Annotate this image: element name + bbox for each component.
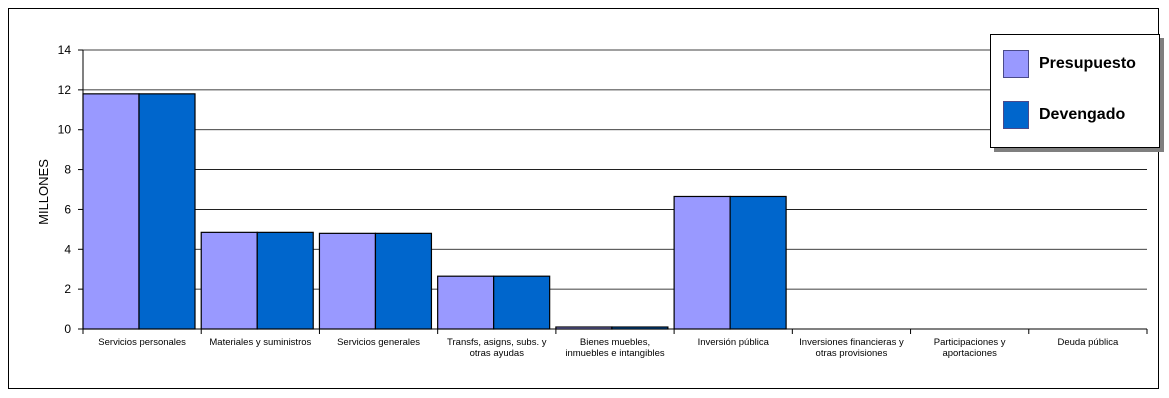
bar-devengado-3: [493, 275, 551, 330]
chart-frame: [8, 8, 1159, 389]
x-tick-labels: Servicios personales Materiales y suminis…: [98, 337, 1119, 359]
y-tick-labels: 0 2 4 6 8 10 12 14: [58, 43, 72, 336]
bar-devengado-2: [374, 232, 433, 330]
y-tick-label: 0: [64, 322, 71, 336]
y-tick-label: 2: [64, 282, 71, 296]
legend-label-presupuesto: Presupuesto: [1039, 55, 1136, 72]
x-tick-label: Inversión pública: [698, 337, 770, 348]
y-tick-label: 14: [58, 43, 72, 57]
y-tick-label: 12: [58, 83, 72, 97]
x-tick-label: Materiales y suministros: [209, 337, 311, 348]
axes: [78, 49, 1148, 334]
x-tick-label: Bienes muebles, inmuebles e intangibles: [565, 337, 665, 359]
y-tick-label: 4: [64, 242, 71, 256]
y-axis-label: MILLONES: [36, 159, 51, 225]
legend-item-devengado: Devengado: [1003, 100, 1125, 130]
bar-devengado-0: [138, 93, 196, 330]
bars: [82, 93, 787, 330]
bar-devengado-1: [256, 231, 314, 330]
y-tick-label: 10: [58, 123, 72, 137]
x-tick-label: Participaciones y aportaciones: [934, 337, 1006, 359]
legend-label-devengado: Devengado: [1039, 106, 1126, 123]
x-tick-label: Servicios personales: [98, 337, 186, 348]
x-tick-label: Servicios generales: [337, 337, 420, 348]
x-tick-label: Transfs, asigns, subs. y otras ayudas: [447, 337, 547, 359]
legend-swatch-presupuesto: [1003, 50, 1029, 78]
bar-presupuesto-2: [318, 232, 377, 330]
x-tick-label: Inversiones financieras y otras provision…: [799, 337, 904, 359]
bar-presupuesto-5: [673, 195, 731, 330]
y-tick-label: 6: [64, 202, 71, 216]
bar-devengado-5: [729, 195, 787, 330]
bar-presupuesto-0: [82, 93, 140, 330]
y-tick-label: 8: [64, 163, 71, 177]
legend-item-presupuesto: Presupuesto: [1003, 49, 1136, 79]
bar-presupuesto-1: [200, 231, 258, 330]
legend-swatch-devengado: [1003, 101, 1029, 129]
legend: Presupuesto Devengado: [990, 34, 1160, 148]
bar-presupuesto-3: [437, 275, 495, 330]
x-tick-label: Deuda pública: [1058, 337, 1119, 348]
